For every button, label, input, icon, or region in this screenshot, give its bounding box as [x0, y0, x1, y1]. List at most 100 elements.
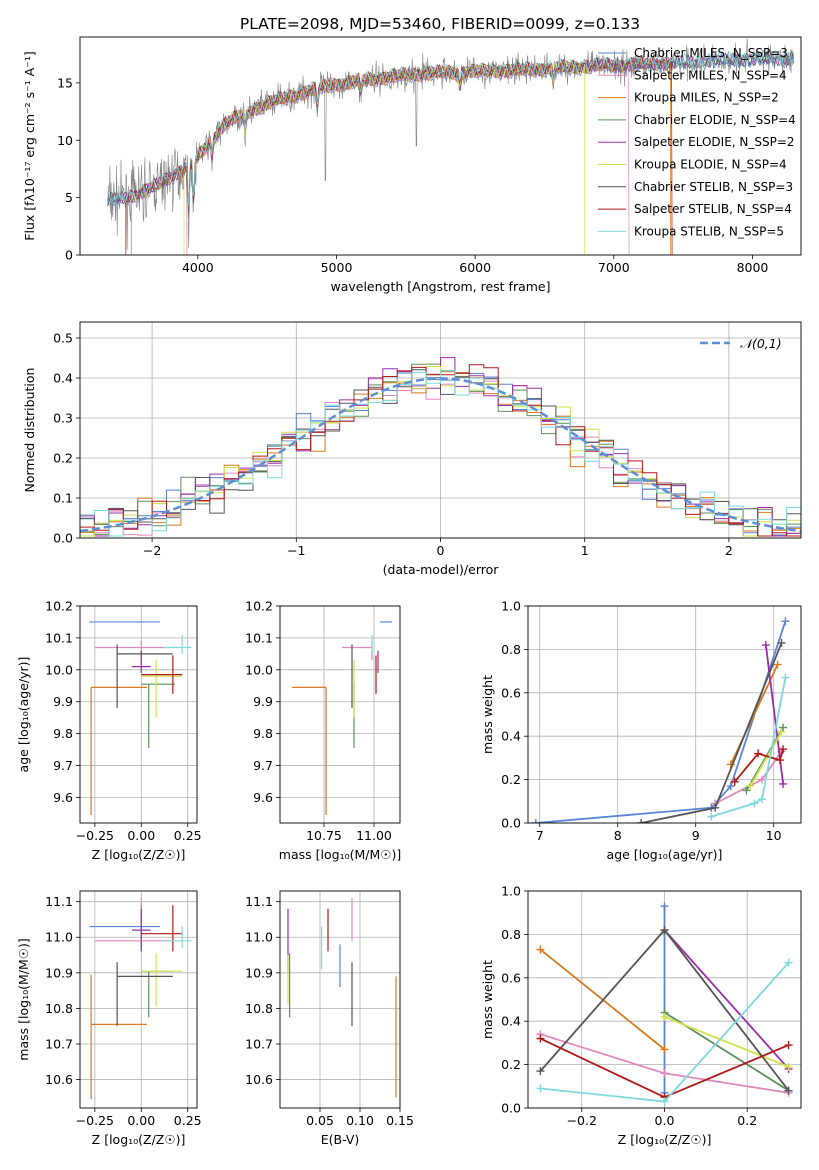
weight-lines: [531, 617, 790, 823]
axes-frame: [79, 890, 198, 1109]
weight-line-kroupa-elodie: [664, 1016, 789, 1068]
y-tick-label: 0.4: [53, 371, 73, 386]
histograms: [80, 357, 801, 537]
y-tick-label: 9.7: [253, 758, 273, 773]
error-bars: [287, 898, 397, 1098]
weight-line-kroupa-stelib: [711, 677, 787, 818]
y-axis-label: age [log₁₀(age/yr)]: [16, 657, 31, 773]
x-tick-label: 11.00: [356, 828, 392, 843]
legend-label: Kroupa MILES, N_SSP=2: [634, 91, 779, 105]
y-tick-label: 1.0: [501, 599, 521, 614]
weight-marker: [742, 786, 751, 795]
weight-marker: [781, 673, 790, 682]
axes-frame: [527, 890, 802, 1109]
weight-marker: [536, 1067, 545, 1076]
weight-marker: [779, 723, 788, 732]
weight-marker: [660, 902, 669, 911]
weight-marker: [660, 1012, 669, 1021]
x-tick-label: 10.75: [306, 828, 342, 843]
y-tick-label: 10.1: [45, 630, 73, 645]
x-tick-label: 5000: [321, 260, 353, 275]
y-tick-label: 1.0: [501, 884, 521, 899]
y-tick-label: 11.0: [245, 930, 273, 945]
weight-marker: [777, 638, 786, 647]
weight-line-kroupa-elodie: [749, 731, 783, 787]
x-tick-label: 8: [614, 828, 622, 843]
mass-vs-ebv-plot: 0.05 0.10 0.15 10.6 10.7 10.8 10.9 11.0 11.1 E(B-…: [245, 890, 414, 1147]
x-tick-label: 0.25: [174, 1113, 202, 1128]
y-tick-label: 10.8: [45, 1001, 73, 1016]
x-tick-label: 0.0: [655, 1113, 675, 1128]
x-tick-label: 7: [536, 828, 544, 843]
weight-marker: [730, 777, 739, 786]
y-tick-label: 10.8: [245, 1001, 273, 1016]
axes-frame: [79, 36, 802, 256]
y-tick-label: 9.8: [253, 726, 273, 741]
y-tick-label: 11.1: [45, 894, 73, 909]
weight-marker: [660, 1045, 669, 1054]
figure-title: PLATE=2098, MJD=53460, FIBERID=0099, z=0…: [240, 15, 640, 33]
y-tick-label: 0.6: [501, 970, 521, 985]
x-tick-label: −0.2: [567, 1113, 597, 1128]
y-tick-label: 0.1: [53, 491, 73, 506]
mass-vs-metallicity-plot: −0.25 0.00 0.25 10.6 10.7 10.8 10.9 11.0 11.1 Z […: [16, 890, 202, 1147]
weight-marker: [784, 1041, 793, 1050]
weight-marker: [779, 779, 788, 788]
x-tick-label: 7000: [598, 260, 630, 275]
legend-label: Kroupa ELODIE, N_SSP=4: [634, 158, 787, 172]
y-tick-label: 0.2: [501, 1057, 521, 1072]
axes-frame: [79, 605, 198, 824]
weight-line-salpeter-miles: [714, 750, 783, 805]
model-spectrum-kroupa-stelib: [107, 49, 794, 206]
model-spectrum-salpeter-miles: [186, 59, 630, 255]
y-tick-label: 9.6: [53, 790, 73, 805]
x-tick-label: −0.25: [76, 828, 114, 843]
y-tick-label: 10.0: [245, 662, 273, 677]
x-axis-label: (data-model)/error: [383, 562, 500, 577]
weight-marker: [637, 819, 646, 823]
weight-line-salpeter-elodie: [663, 929, 790, 1070]
error-bars: [89, 621, 192, 816]
x-tick-label: −1: [287, 543, 305, 558]
y-tick-label: 0.5: [53, 331, 73, 346]
x-tick-label: 0.05: [306, 1113, 334, 1128]
legend-label: Kroupa STELIB, N_SSP=5: [634, 224, 784, 238]
y-tick-label: 10.0: [45, 662, 73, 677]
x-tick-label: 0.2: [737, 1113, 757, 1128]
legend-label: 𝒩(0,1): [740, 336, 782, 351]
x-axis-label: Z [log₁₀(Z/Z☉)]: [92, 1132, 186, 1147]
weight-marker: [781, 617, 790, 626]
x-axis-label: wavelength [Angstrom, rest frame]: [330, 279, 550, 294]
axes-frame: [527, 605, 802, 824]
weight-marker: [758, 795, 766, 804]
y-tick-label: 0.0: [501, 816, 521, 831]
x-tick-label: −0.25: [76, 1113, 114, 1128]
y-tick-label: 11.1: [245, 894, 273, 909]
y-tick-label: 0.4: [501, 1014, 521, 1029]
weight-marker: [775, 756, 784, 765]
y-tick-label: 10.6: [45, 1072, 73, 1087]
x-axis-label: mass [log₁₀(M/M☉)]: [279, 847, 401, 862]
x-tick-label: 0.15: [386, 1113, 414, 1128]
x-tick-label: 0.25: [174, 828, 202, 843]
y-axis-label: Normed distribution: [22, 368, 37, 493]
x-axis-label: E(B-V): [321, 1132, 360, 1147]
weight-line-salpeter-stelib: [734, 748, 784, 783]
legend-label: Salpeter MILES, N_SSP=4: [634, 68, 787, 82]
y-tick-label: 0.8: [501, 927, 521, 942]
weight-marker: [660, 926, 669, 935]
weight-marker: [777, 727, 786, 736]
y-tick-label: 15: [57, 75, 73, 90]
weight-marker: [536, 1034, 545, 1043]
x-tick-label: 8000: [737, 260, 769, 275]
y-axis-label: Flux [fλ10⁻¹⁷ erg cm⁻² s⁻¹ A⁻¹]: [22, 51, 37, 240]
x-tick-label: 0: [437, 543, 445, 558]
y-tick-label: 9.6: [253, 790, 273, 805]
y-tick-label: 0.8: [501, 642, 521, 657]
weight-vs-age-plot: 7 8 9 10 0.0 0.2 0.4 0.6 0.8 1.0 age [log₁₀(age/yr…: [480, 599, 802, 862]
legend-label: Chabrier MILES, N_SSP=3: [634, 46, 788, 60]
y-axis-label: mass weight: [480, 675, 495, 754]
weight-marker: [784, 1086, 793, 1095]
y-tick-label: 0.2: [501, 772, 521, 787]
